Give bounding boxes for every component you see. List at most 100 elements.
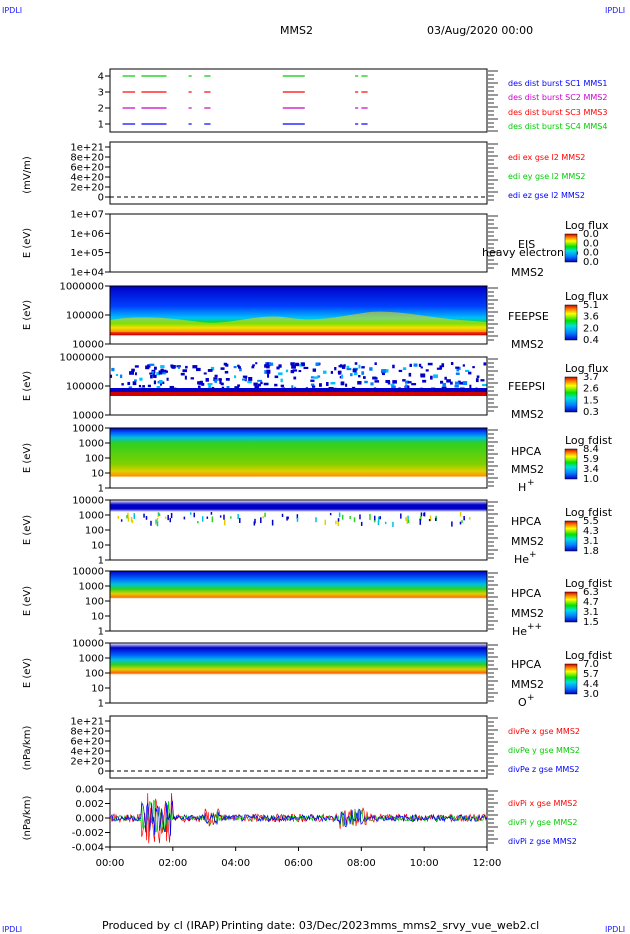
feepsi-speckle	[214, 379, 218, 383]
feepsi-speckle	[266, 362, 271, 367]
feepsi-speckle	[374, 362, 377, 366]
hpca_he-ytick-label: 1	[98, 556, 104, 567]
hpca_h-ytick-label: 1000	[79, 439, 104, 450]
feepsi-speckle	[313, 376, 319, 379]
he-speckle	[127, 512, 129, 517]
he-speckle	[189, 512, 192, 515]
he-speckle	[337, 518, 340, 522]
he-speckle	[254, 518, 256, 524]
feepsi-speckle	[315, 362, 320, 366]
feepsi-speckle	[208, 384, 211, 389]
hpca_h-ytick-label: 100	[85, 454, 104, 465]
feepsi-speckle	[264, 364, 267, 368]
he-speckle	[156, 521, 159, 527]
feepsi-speckle	[159, 379, 163, 384]
feepsi-speckle	[404, 380, 409, 384]
hpca-o-species-sup: +	[527, 693, 535, 703]
feepsi-ytick-label: 1000000	[59, 353, 104, 364]
edi-ylabel: (mV/m)	[22, 156, 33, 194]
feepsi-speckle	[280, 378, 283, 383]
he-speckle	[420, 512, 423, 517]
feepsi-speckle	[145, 365, 150, 370]
feepsi-ytick-label: 100000	[66, 382, 104, 393]
feepsi-speckle	[156, 385, 161, 389]
feepsi-speckle	[293, 365, 296, 369]
feepsi-speckle	[398, 369, 403, 373]
feepsi-speckle	[205, 378, 209, 381]
burst-frame	[109, 68, 488, 133]
feepsi-speckle	[427, 362, 433, 366]
hpca-h-species: H	[518, 481, 526, 494]
eis-instrument: EIS	[518, 238, 535, 251]
he-speckle	[262, 516, 264, 519]
feepsi-speckle	[241, 378, 247, 381]
feepsi-speckle	[411, 383, 417, 386]
feepsi-speckle	[120, 374, 123, 379]
hpca-hepp-species: He	[512, 625, 527, 638]
he-speckle	[379, 516, 381, 520]
feepsi-speckle	[469, 384, 472, 389]
he-speckle	[296, 514, 299, 520]
feepse-instrument: FEEPSE	[508, 310, 549, 323]
feepsi-speckle	[266, 365, 270, 369]
he-speckle	[157, 512, 160, 516]
feepsi-speckle	[239, 368, 242, 372]
feepsi-speckle	[255, 362, 258, 365]
eis-cbar-tick: 0.0	[583, 248, 599, 259]
he-speckle	[133, 513, 136, 519]
divpi-ylabel: (nPa/km)	[22, 796, 33, 841]
he-speckle	[463, 518, 465, 521]
feepsi-blue-band	[110, 388, 487, 394]
he-speckle	[169, 518, 172, 523]
he-speckle	[405, 516, 407, 521]
feepsi-speckle	[430, 375, 433, 380]
feepsi-speckle	[196, 367, 201, 372]
he-speckle	[335, 520, 337, 525]
feepsi-speckle	[160, 368, 164, 373]
edi-ytick-label: 2e+20	[70, 183, 104, 194]
feepsi-speckle	[357, 380, 362, 385]
eis-ylabel: E (eV)	[22, 228, 33, 258]
feepsi-speckle	[274, 383, 278, 387]
hpca_o-ytick-label: 10000	[72, 639, 104, 650]
produced-by: Produced by cl (IRAP)	[102, 919, 219, 932]
eis-cbar-tick: 0.0	[583, 229, 599, 240]
he-speckle	[127, 516, 130, 522]
feepsi-speckle	[436, 367, 442, 370]
burst-legend-sc1: des dist burst SC1 MMS1	[508, 79, 607, 88]
he-speckle	[260, 517, 262, 524]
feepsi-speckle	[475, 378, 479, 383]
hpca_o-cbar-tick: 4.4	[583, 679, 599, 690]
he-speckle	[461, 520, 463, 524]
divpe-ytick-label: 0	[98, 767, 104, 778]
hpca-h-cbar-title: Log fdist	[565, 434, 613, 447]
feepse-spectrogram	[110, 286, 487, 344]
divpi-ytick-label: 0.002	[75, 799, 104, 810]
xtick-label: 06:00	[284, 858, 313, 869]
feepsi-speckle	[392, 380, 397, 384]
feepsi-speckle	[455, 366, 460, 369]
he-speckle	[423, 512, 425, 517]
feepsi-speckle	[134, 379, 137, 382]
feepsi-speckle	[420, 375, 426, 378]
feepsi-speckle	[162, 369, 167, 374]
burst-legend-sc3: des dist burst SC3 MMS3	[508, 108, 607, 117]
feepsi-speckle	[345, 383, 348, 387]
hpca-o-cbar-title: Log fdist	[565, 649, 613, 662]
feepsi-speckle	[197, 385, 201, 388]
edi-legend-y: edi ey gse l2 MMS2	[508, 172, 586, 181]
feepse-cbar-tick: 3.6	[583, 312, 599, 323]
he-speckle	[120, 519, 123, 522]
eis-ytick-label: 1e+04	[70, 268, 104, 279]
he-speckle	[143, 513, 145, 518]
feepsi-speckle	[310, 379, 315, 382]
he-speckle	[451, 521, 453, 527]
feepsi-speckle	[248, 376, 253, 381]
panel-feepse: E (eV) FEEPSE MMS2 Log flux	[22, 285, 609, 351]
burst-ytick-label: 1	[98, 120, 104, 131]
feepsi-speckle	[339, 364, 343, 368]
he-speckle	[329, 512, 332, 516]
he-speckle	[400, 513, 402, 519]
hpca_hepp-ytick-label: 1	[98, 627, 104, 638]
feepsi-speckle	[476, 375, 480, 378]
